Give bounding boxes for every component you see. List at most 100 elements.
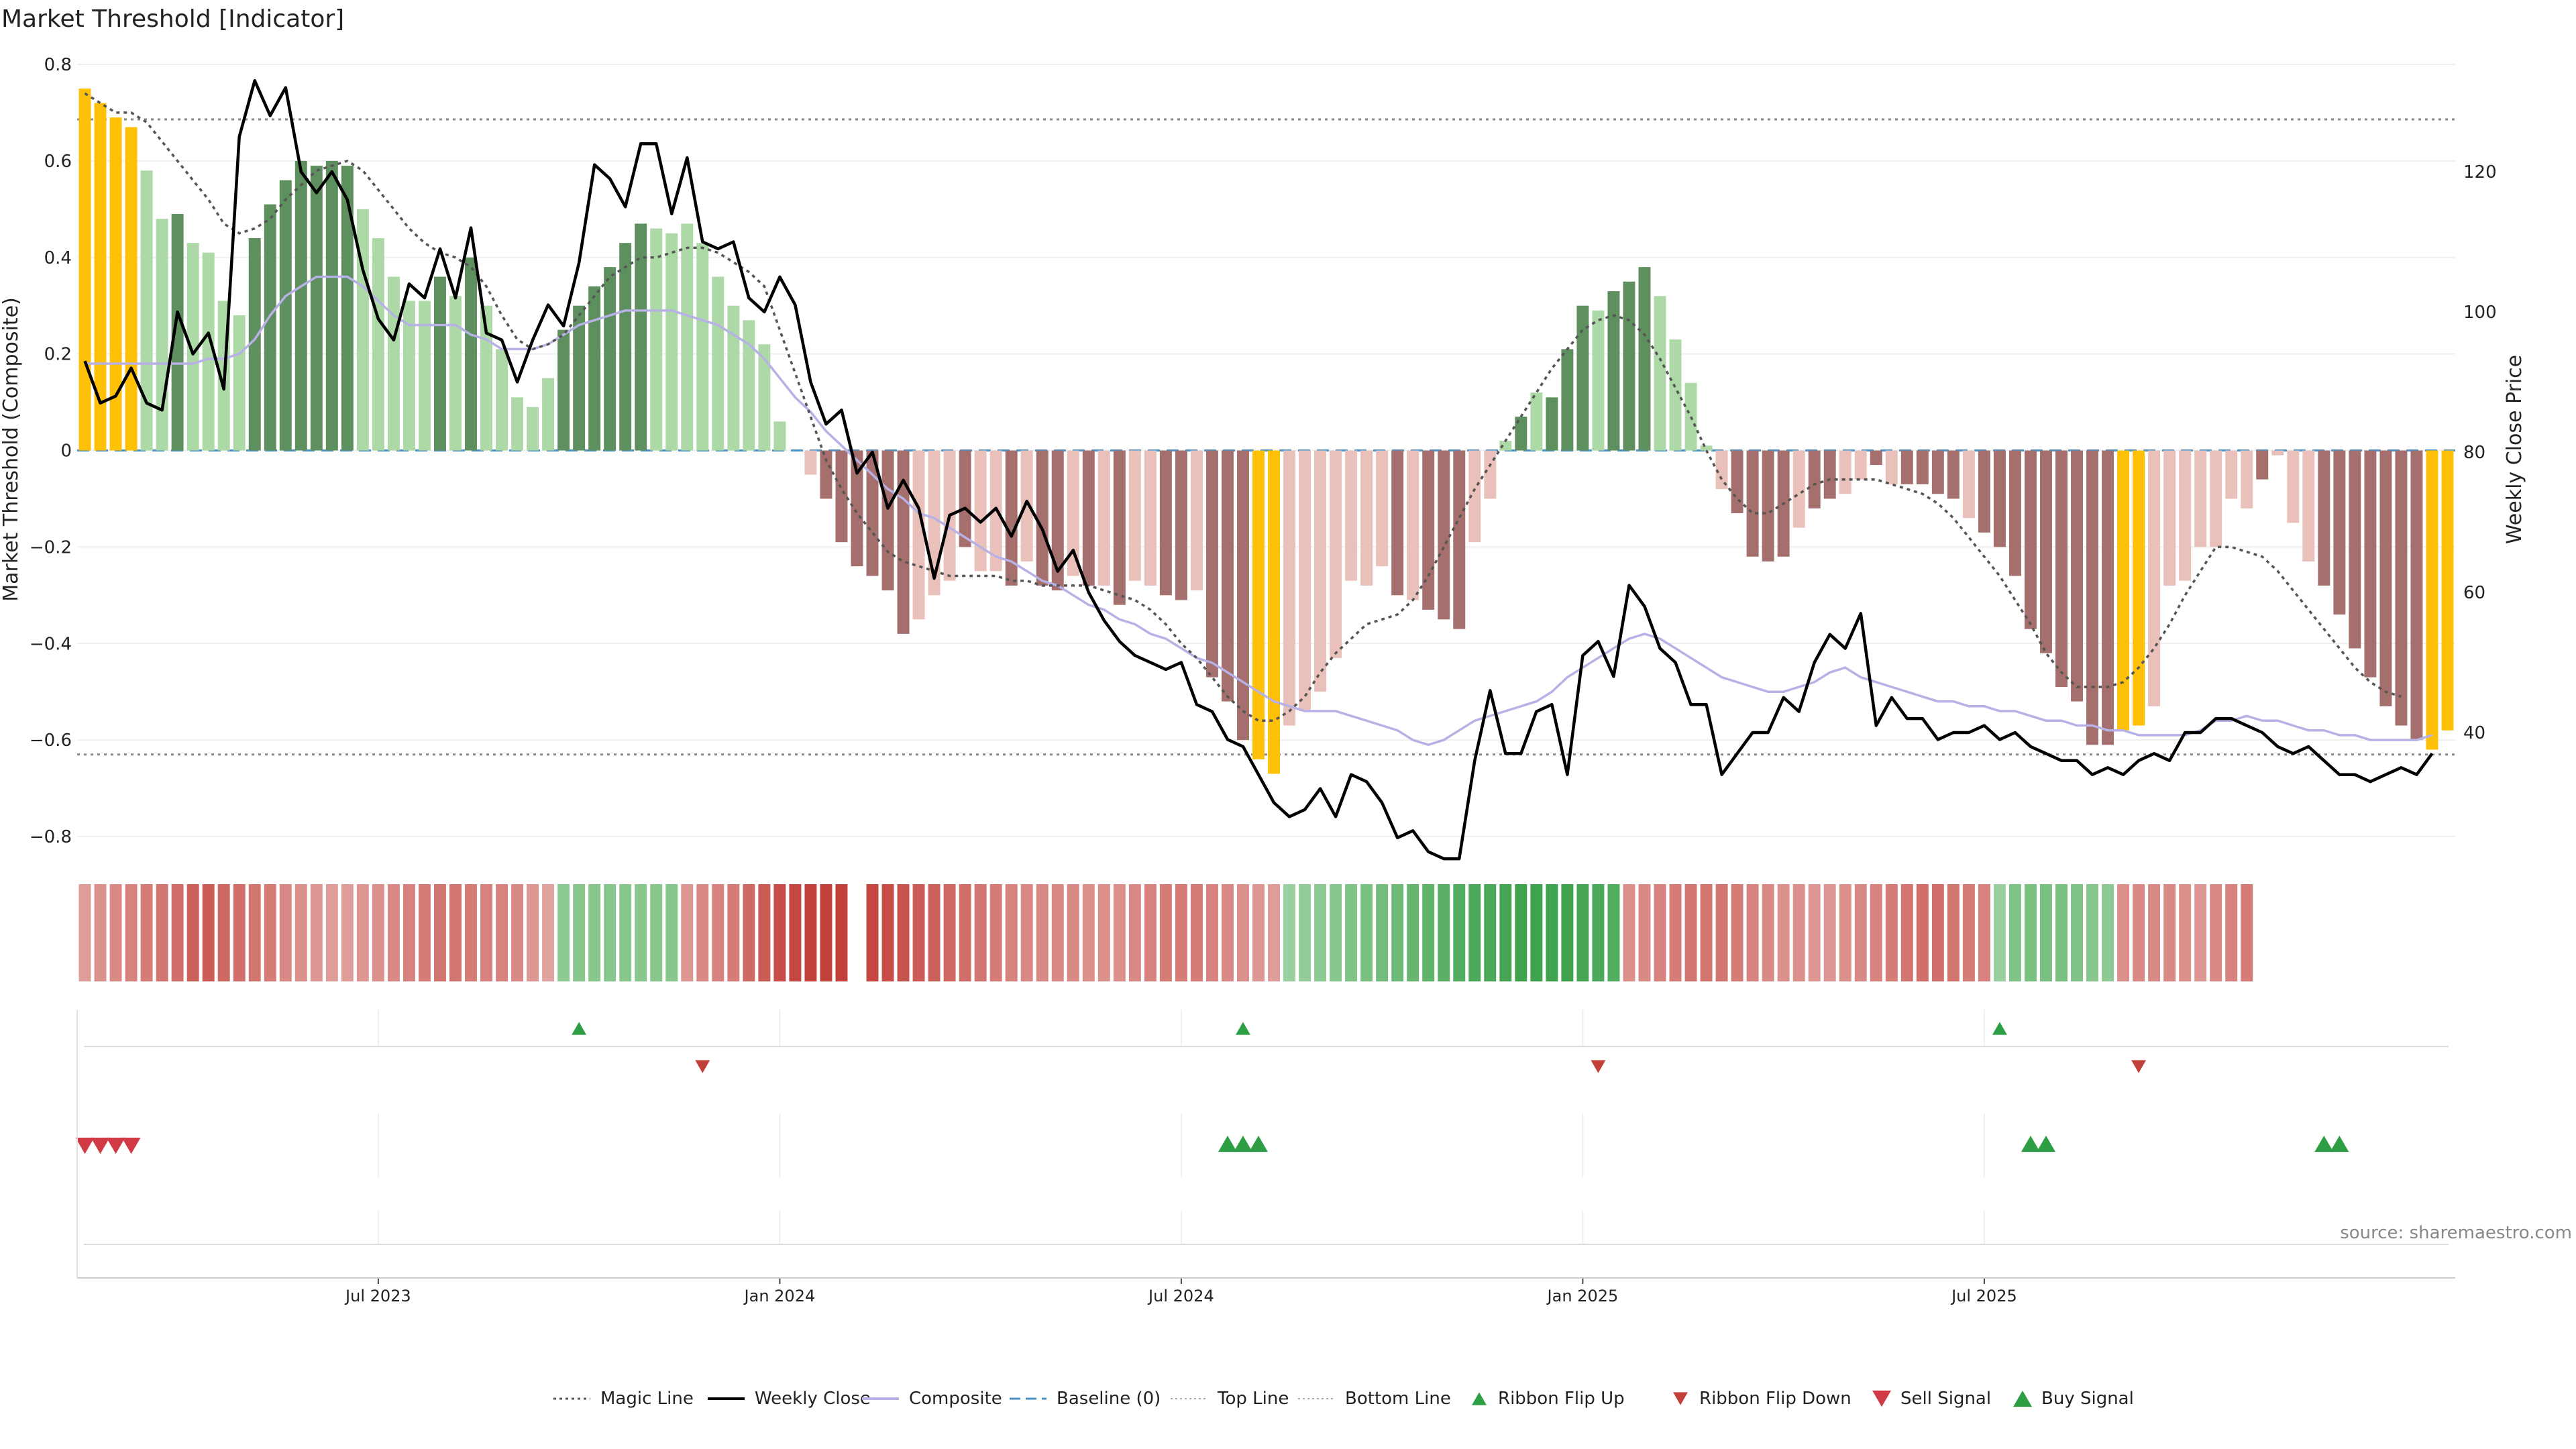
composite-bar [588,286,601,451]
ribbon-cell [912,884,925,981]
composite-bar [1623,281,1635,451]
magic-line [84,92,2402,722]
composite-bar [140,170,153,451]
ribbon-cell [1082,884,1095,981]
composite-bar [1113,450,1126,605]
ribbon-cell [1731,884,1743,981]
composite-bar [1839,450,1851,494]
composite-bar [2441,450,2454,731]
ribbon-cell [2024,884,2037,981]
legend-label: Baseline (0) [1057,1389,1161,1409]
composite-bar [1931,450,1944,494]
composite-bar [2225,450,2238,499]
ribbon-cell [542,884,555,981]
ribbon-cell [928,884,941,981]
composite-bar [1097,450,1110,586]
composite-bar [1221,450,1234,702]
composite-bar [912,450,925,620]
composite-bar [325,160,338,451]
composite-bar [1252,450,1265,759]
composite-bar [1175,450,1187,600]
ribbon-cell [1205,884,1218,981]
composite-bar [2179,450,2192,581]
composite-bar [1700,445,1713,451]
y-axis-label: Market Threshold (Composite) [0,297,23,602]
ribbon-cell [789,884,802,981]
ribbon-cell [1576,884,1589,981]
composite-bar [1236,450,1249,741]
ribbon-flip-down-marker [2131,1060,2147,1073]
composite-bar [1962,450,1975,519]
ribbon-cell [480,884,492,981]
ribbon-flip-up-marker [1235,1022,1250,1035]
ribbon-cell [2008,884,2021,981]
composite-bar [433,276,446,451]
triangle-up-icon [1472,1392,1487,1405]
ribbon-cell [959,884,971,981]
composite-bar [2241,450,2253,508]
composite-bar [1916,450,1929,484]
ribbon-cell [1314,884,1327,981]
composite-bar [881,450,894,591]
x-tick-label: Jul 2025 [1950,1287,2017,1305]
ribbon-cell [1175,884,1187,981]
composite-line [85,275,2433,747]
composite-bar [402,301,415,451]
composite-bar [665,233,678,451]
composite-bar [2364,450,2377,678]
composite-bar [743,320,755,451]
composite-bar [279,180,292,451]
composite-bar [1314,450,1327,692]
x-tick-label: Jan 2024 [743,1287,816,1305]
composite-bar [835,450,848,543]
composite-bar [1731,450,1743,514]
legend-label: Sell Signal [1900,1389,1991,1409]
ribbon-cell [1592,884,1605,981]
ribbon-cell [202,884,215,981]
ribbon-cell [1407,884,1419,981]
composite-bar [2410,450,2423,741]
composite-bar [1190,450,1203,591]
composite-bar [974,450,987,572]
composite-bar [557,329,570,451]
ribbon-cell [1947,884,1960,981]
composite-bar [264,204,276,451]
ribbon-cell [727,884,740,981]
composite-bar [2163,450,2176,586]
ribbon-cell [1468,884,1481,981]
ribbon-cell [310,884,323,981]
composite-bar [959,450,971,547]
right-y-axis: 120 100 80 60 40 [2463,162,2497,743]
triangle-down-icon [1872,1390,1891,1407]
composite-bar [109,117,122,451]
ribbon-cell [1438,884,1450,981]
y-tick-label: −0.8 [30,827,72,847]
composite-bar [1005,450,1018,586]
composite-bar [1051,450,1064,591]
composite-bar [1391,450,1404,596]
ribbon-cell [1515,884,1527,981]
legend-label: Ribbon Flip Up [1498,1389,1625,1409]
buy-signal-marker [2036,1135,2055,1152]
ribbon-cell [2194,884,2207,981]
sell-signal-marker [121,1137,141,1155]
ribbon-cell [573,884,586,981]
ribbon-cell [1345,884,1358,981]
composite-bar [635,223,647,451]
x-tick-label: Jan 2025 [1546,1287,1619,1305]
ribbon-cell [217,884,230,981]
sell-signal-marker [91,1137,110,1155]
composite-bar [2133,450,2145,726]
ribbon-cell [743,884,755,981]
ribbon-cell [974,884,987,981]
ribbon-cell [109,884,122,981]
ribbon-flip-up-marker [572,1022,587,1035]
ribbon-strip [78,884,2253,981]
composite-bar [1499,441,1512,451]
ribbon-cell [264,884,276,981]
ribbon-flip-down-marker [1591,1060,1606,1073]
ribbon-cell [1885,884,1898,981]
legend-item: Magic Line [553,1389,694,1409]
ribbon-cell [2102,884,2114,981]
composite-bar [696,243,709,451]
